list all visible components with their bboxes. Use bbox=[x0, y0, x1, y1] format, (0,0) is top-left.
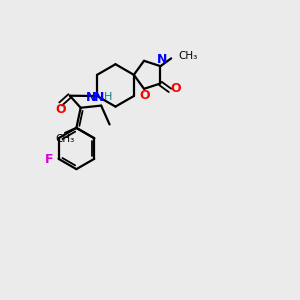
Text: F: F bbox=[45, 153, 54, 166]
Text: N: N bbox=[94, 91, 104, 104]
Text: O: O bbox=[55, 103, 66, 116]
Text: CH₃: CH₃ bbox=[56, 134, 75, 144]
Text: H: H bbox=[103, 92, 112, 102]
Text: N: N bbox=[85, 91, 96, 104]
Text: CH₃: CH₃ bbox=[178, 51, 198, 61]
Text: O: O bbox=[171, 82, 181, 95]
Text: O: O bbox=[139, 89, 150, 102]
Text: N: N bbox=[157, 53, 167, 66]
